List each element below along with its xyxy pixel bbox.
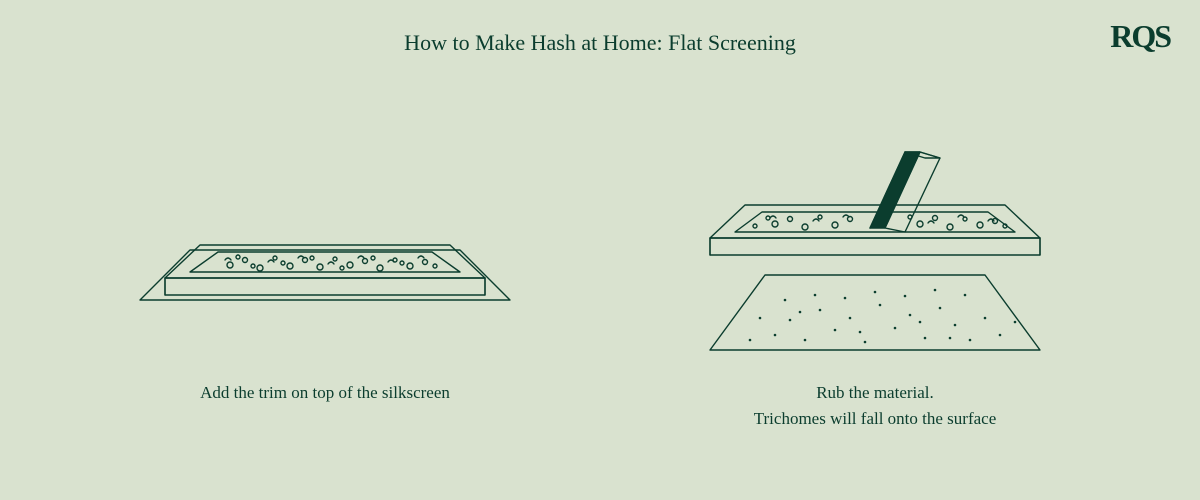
infographic-canvas: How to Make Hash at Home: Flat Screening… (0, 0, 1200, 500)
illustration-add-trim (90, 100, 560, 370)
step-rub-material: Rub the material. Trichomes will fall on… (640, 100, 1110, 431)
rubbing-icon (640, 100, 1110, 370)
illustration-rub-material (640, 100, 1110, 370)
brand-logo: RQS (1110, 18, 1170, 55)
page-title: How to Make Hash at Home: Flat Screening (404, 30, 796, 56)
screen-frame-icon (90, 100, 560, 370)
step-add-trim: Add the trim on top of the silkscreen (90, 100, 560, 406)
caption-add-trim: Add the trim on top of the silkscreen (90, 380, 560, 406)
caption-rub-material: Rub the material. Trichomes will fall on… (640, 380, 1110, 431)
